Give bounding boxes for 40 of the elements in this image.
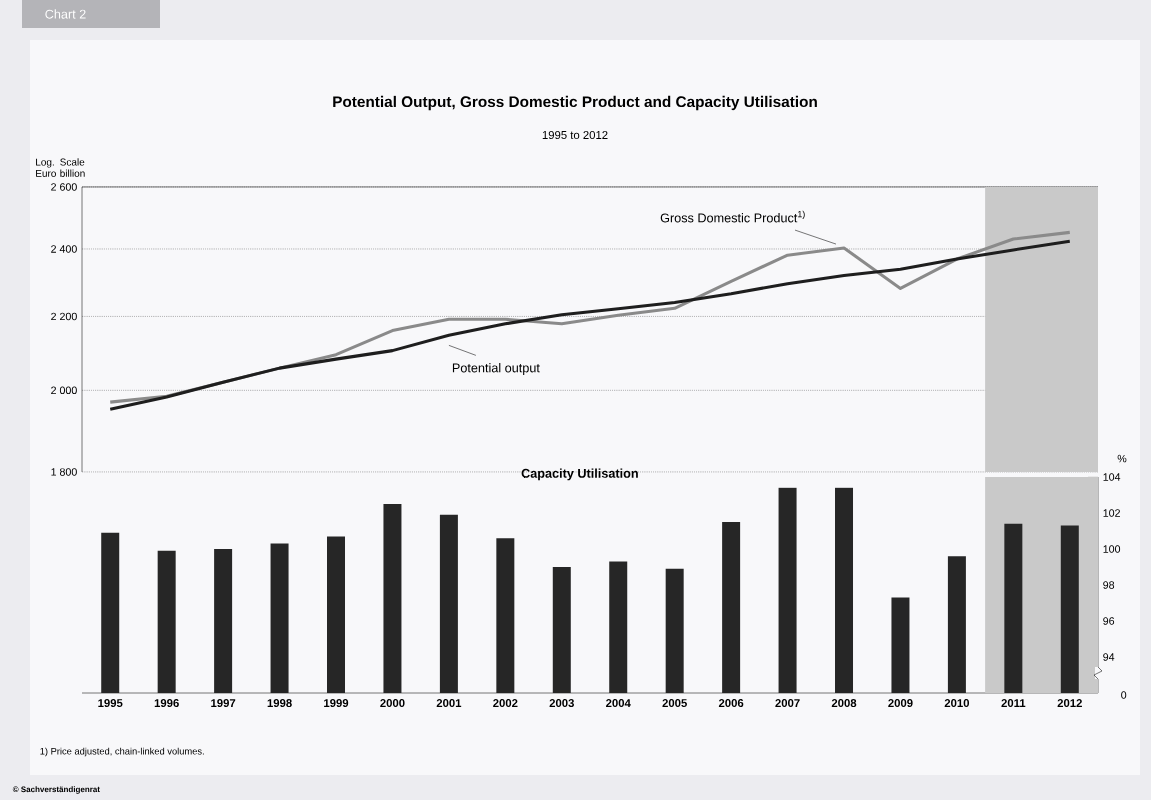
y-tick-label: 94 — [1103, 653, 1115, 661]
x-tick-label: 2009 — [888, 699, 913, 708]
text: 1) Price adjusted, chain-linked volumes. — [40, 747, 204, 757]
text: © Sachverständigenrat — [12, 786, 100, 794]
y-tick-label: 102 — [1103, 509, 1120, 517]
x-tick-label: 2012 — [1057, 699, 1082, 708]
x-tick-label: 1996 — [154, 699, 179, 708]
x-tick-label: 1997 — [211, 699, 236, 708]
y-axis-title: % — [1117, 454, 1127, 463]
text: Gross Domestic Product$^{1)}$ — [660, 210, 805, 223]
x-tick-label: 1999 — [324, 699, 349, 708]
x-tick-label: 2006 — [718, 699, 744, 708]
y-tick-label: 100 — [1103, 545, 1121, 553]
y-tick-label: 2 000 — [51, 386, 77, 395]
y-tick-label: 2 400 — [51, 245, 77, 253]
y-tick-label: 104 — [1103, 473, 1121, 481]
y-tick-label: 98 — [1103, 581, 1115, 589]
x-tick-label: 1998 — [267, 699, 292, 708]
chart-subtitle: 1995 to 2012 — [542, 131, 608, 140]
x-tick-label: 2007 — [775, 699, 800, 708]
y-tick-label: 1 800 — [51, 468, 77, 476]
x-tick-label: 1995 — [98, 699, 123, 708]
text: Potential output — [452, 363, 540, 375]
x-tick-label: 2001 — [436, 699, 462, 708]
x-tick-label: 2002 — [493, 699, 518, 708]
x-tick-label: 2005 — [662, 699, 687, 708]
x-tick-label: 2008 — [831, 699, 857, 708]
y-tick-label: 96 — [1103, 617, 1115, 625]
y-tick-label: 2 600 — [51, 183, 77, 191]
x-tick-label: 2003 — [549, 699, 574, 708]
x-tick-label: 2004 — [606, 699, 631, 708]
x-tick-label: 2011 — [1001, 699, 1026, 708]
text: Capacity Utilisation — [521, 468, 638, 481]
y-axis-title: Log. Scale Euro billion — [36, 158, 85, 177]
caption: Chart 2 — [45, 9, 86, 19]
y-tick-label: 2 200 — [51, 312, 77, 321]
x-tick-label: 2010 — [944, 699, 970, 708]
chart-title: Potential Output, Gross Domestic Product and Capacity Utilisation — [333, 95, 817, 111]
text: 0 — [1121, 691, 1127, 699]
x-tick-label: 2000 — [380, 699, 405, 708]
